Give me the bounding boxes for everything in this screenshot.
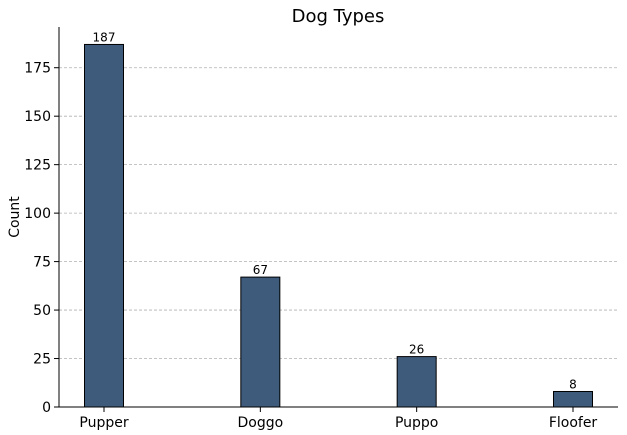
x-tick-label: Floofer <box>549 415 598 431</box>
chart-title: Dog Types <box>292 6 385 27</box>
data-label: 26 <box>409 343 424 357</box>
y-tick-label: 125 <box>24 158 51 174</box>
labels: 0 25 50 75 100 125 150 175 187 Pupper 67 Doggo 26 Pup… <box>24 30 597 431</box>
bar-floofer <box>553 390 593 408</box>
y-tick-label: 0 <box>42 400 51 416</box>
data-label: 8 <box>569 377 577 391</box>
x-tick-label: Pupper <box>79 415 128 431</box>
bar-pupper <box>84 43 124 408</box>
y-tick-label: 75 <box>33 255 51 271</box>
data-label: 187 <box>93 30 116 44</box>
data-label: 67 <box>253 263 268 277</box>
y-tick-label: 100 <box>24 206 51 222</box>
axes <box>54 27 618 412</box>
x-tick-label: Doggo <box>237 415 283 431</box>
bar-puppo <box>396 356 437 408</box>
bars <box>84 43 593 408</box>
bar-doggo <box>240 276 281 408</box>
y-axis-label: Count <box>7 196 23 238</box>
y-tick-label: 50 <box>33 303 51 319</box>
x-tick-label: Puppo <box>395 415 438 431</box>
y-tick-label: 150 <box>24 109 51 125</box>
gridlines <box>59 67 618 359</box>
y-tick-label: 25 <box>33 352 51 368</box>
y-tick-label: 175 <box>24 61 51 77</box>
